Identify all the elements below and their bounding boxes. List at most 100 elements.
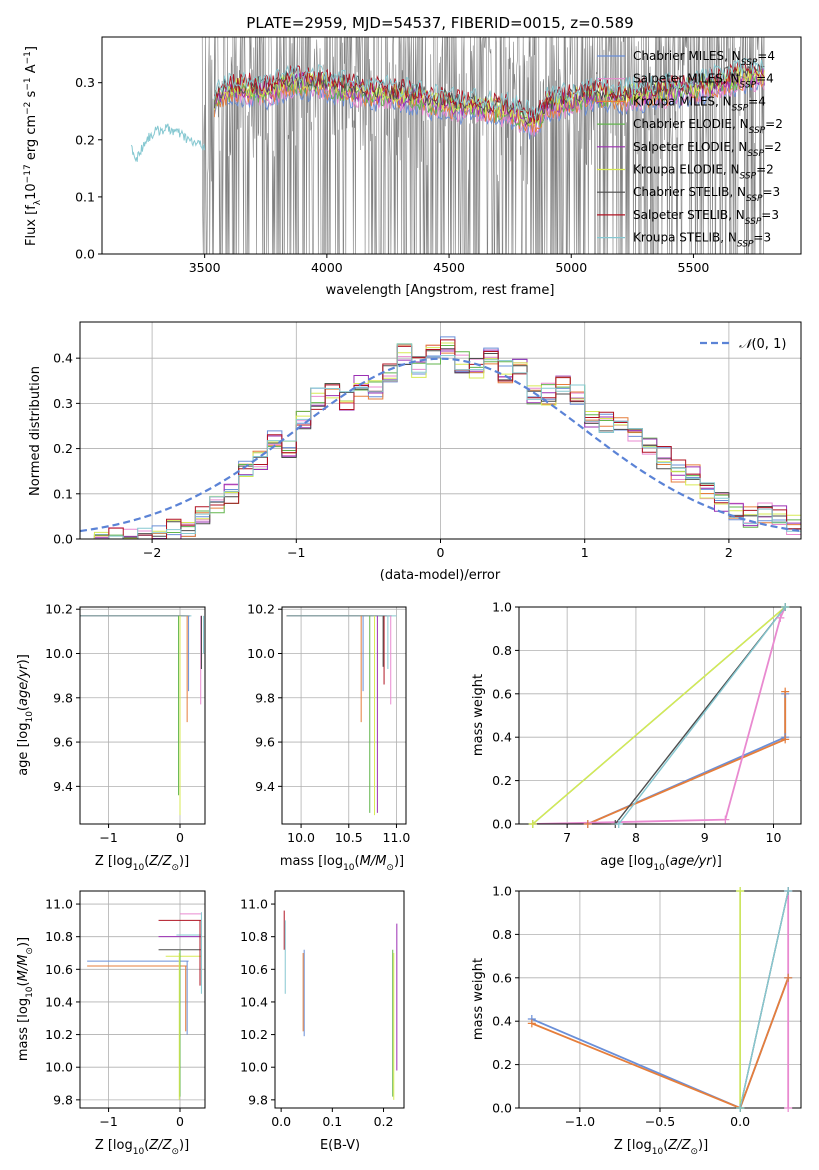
y-tick-label: 0.8 <box>492 927 512 942</box>
label-part: )] <box>179 1138 189 1153</box>
x-tick-label: 10 <box>766 830 782 845</box>
y-tick-label: 0.6 <box>492 686 512 701</box>
legend-entry: Chabrier ELODIE, NSSP=2 <box>633 117 783 136</box>
weight-marker <box>583 820 592 828</box>
y-tick-label: 0.6 <box>492 970 512 985</box>
x-tick-label: 4500 <box>433 260 465 275</box>
label-part: Kroupa STELIB, N <box>633 231 737 245</box>
y-tick-label: 0.1 <box>53 486 73 501</box>
label-part: A <box>24 64 39 77</box>
weight-marker <box>781 603 790 611</box>
y-axis-label: mass [log10(M/M⊙)] <box>16 937 35 1061</box>
model-spectrum-uv <box>130 123 206 162</box>
label-part: M/M <box>16 955 31 982</box>
label-part: 10 <box>133 1147 145 1157</box>
weight-line-kroupa-miles <box>531 977 790 1108</box>
y-tick-label: 0.1 <box>75 189 95 204</box>
y-tick-label: 9.8 <box>255 690 275 705</box>
axes-frame <box>281 606 407 825</box>
y-tick-label: 10.8 <box>240 929 268 944</box>
x-tick-label: 0 <box>437 545 445 560</box>
label-part: SSP <box>749 126 766 136</box>
y-tick-label: 0.4 <box>53 351 73 366</box>
label-part: Z/Z <box>667 1138 691 1153</box>
label-part: =4 <box>757 49 775 63</box>
y-tick-label: 1.0 <box>492 884 512 899</box>
legend-entry: Kroupa MILES, NSSP=4 <box>633 94 766 113</box>
label-part: ( <box>663 1138 668 1153</box>
y-tick-label: 10.0 <box>240 1060 268 1075</box>
plot-area <box>80 336 801 539</box>
label-part: =3 <box>753 231 771 245</box>
x-tick-label: 8 <box>632 830 640 845</box>
spectrum-axes: 3500 4000 4500 5000 5500 0.0 0.1 0.2 0.3 PLATE=29… <box>23 14 802 298</box>
label-part: ( <box>16 981 31 986</box>
label-part: )] <box>179 854 189 869</box>
axes-frame <box>79 606 206 825</box>
histogram-kroupa-stelib <box>94 343 801 539</box>
label-part: ⊙ <box>386 863 394 873</box>
weight-line-kroupa-stelib <box>739 891 789 1108</box>
weight-marker <box>527 1019 536 1028</box>
y-tick-label: 0.2 <box>75 132 95 147</box>
model-spectrum-kroupa-stelib <box>213 57 765 120</box>
weight-marker <box>614 820 623 828</box>
y-tick-label: 1.0 <box>492 600 512 615</box>
label-part: mass [log <box>16 998 31 1061</box>
x-tick-label: −1 <box>99 1114 117 1129</box>
y-tick-label: 0.2 <box>53 441 73 456</box>
label-part: λ <box>33 199 43 205</box>
x-tick-label: 0.0 <box>271 1114 291 1129</box>
label-part: Chabrier STELIB, N <box>633 185 746 199</box>
y-tick-label: 0.8 <box>492 643 512 658</box>
legend-entry: Kroupa ELODIE, NSSP=2 <box>633 163 774 182</box>
axes-frame <box>79 890 206 1109</box>
label-part: 10 <box>133 863 145 873</box>
label-part: 10 <box>343 863 355 873</box>
label-part: age/yr <box>670 854 713 869</box>
y-tick-label: 11.0 <box>45 897 73 912</box>
weight-marker <box>736 887 745 895</box>
axes-frame <box>274 890 405 1109</box>
weight-marker <box>784 887 793 895</box>
y-tick-label: 9.8 <box>53 690 73 705</box>
x-axis-label: (data-model)/error <box>380 568 501 583</box>
label-part: −2 <box>23 102 33 115</box>
label-part: )] <box>394 854 404 869</box>
x-tick-label: 0.2 <box>374 1114 394 1129</box>
label-part: −1 <box>23 77 33 90</box>
histogram-salpeter-stelib <box>94 339 801 539</box>
label-part: s <box>24 90 39 101</box>
legend-entry: Salpeter STELIB, NSSP=3 <box>633 208 779 227</box>
label-part: Z [log <box>95 1138 133 1153</box>
observed-spectrum <box>201 37 765 254</box>
y-tick-label: 10.6 <box>240 962 268 977</box>
label-part: ⊙ <box>171 863 179 873</box>
label-part: 10 <box>653 863 665 873</box>
y-tick-label: 10.2 <box>45 602 73 617</box>
label-part: 10 <box>25 711 35 723</box>
y-tick-label: 10.0 <box>45 646 73 661</box>
x-axis-label: age [log10(age/yr)] <box>600 854 722 873</box>
x-tick-label: −2 <box>143 545 161 560</box>
label-part: 10 <box>24 183 39 200</box>
mass-age-axes: 10.0 10.5 11.0 9.4 9.6 9.8 10.0 10.2 mass [log10… <box>247 602 410 873</box>
x-tick-label: 10.5 <box>335 830 363 845</box>
label-part: 10 <box>25 986 35 998</box>
plot-area <box>87 912 202 1100</box>
label-part: Z/Z <box>148 854 172 869</box>
legend-entry: Chabrier STELIB, NSSP=3 <box>633 185 780 204</box>
y-tick-label: 0.4 <box>492 1014 512 1029</box>
label-part: Z [log <box>95 854 133 869</box>
z-mass-axes: −1 09.810.010.210.410.610.811.0Z [log10(Z… <box>16 890 206 1157</box>
label-part: =4 <box>748 94 766 108</box>
label-part: ( <box>144 1138 149 1153</box>
weight-marker <box>528 820 537 828</box>
label-part: (0, 1) <box>751 337 786 352</box>
y-axis-label: age [log10(age/yr)] <box>16 654 35 776</box>
ebv-mass-axes: 0.0 0.1 0.2 9.8 10.0 10.2 10.4 10.6 10.8 11.0 E(B-… <box>240 890 405 1153</box>
y-axis-label: mass weight <box>471 674 486 756</box>
label-part: −1 <box>23 51 33 64</box>
plot-area <box>531 891 790 1108</box>
